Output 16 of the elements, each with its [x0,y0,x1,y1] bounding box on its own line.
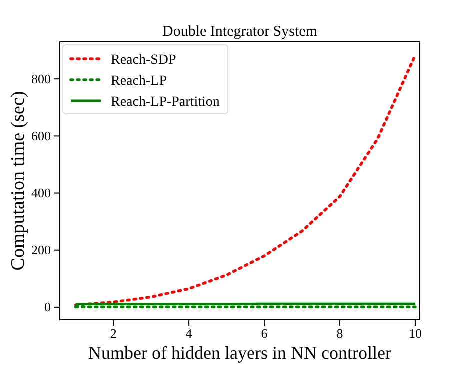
x-tick-label: 2 [110,326,117,342]
legend-label: Reach-LP-Partition [111,95,220,110]
x-tick-label: 6 [261,326,268,342]
y-tick-label: 400 [32,185,51,200]
x-tick-label: 8 [336,326,344,342]
y-axis-title: Computation time (sec) [8,91,29,271]
legend-label: Reach-SDP [111,53,177,68]
x-tick-label: 10 [408,326,422,342]
y-tick-label: 0 [44,300,51,315]
y-tick-label: 800 [32,71,51,86]
y-tick-label: 200 [32,242,51,258]
legend-label: Reach-LP [111,74,168,89]
y-tick-label: 600 [32,128,51,144]
chart-title: Double Integrator System [162,24,318,40]
x-tick-label: 4 [186,326,193,342]
x-axis-title: Number of hidden layers in NN controller [88,343,392,363]
